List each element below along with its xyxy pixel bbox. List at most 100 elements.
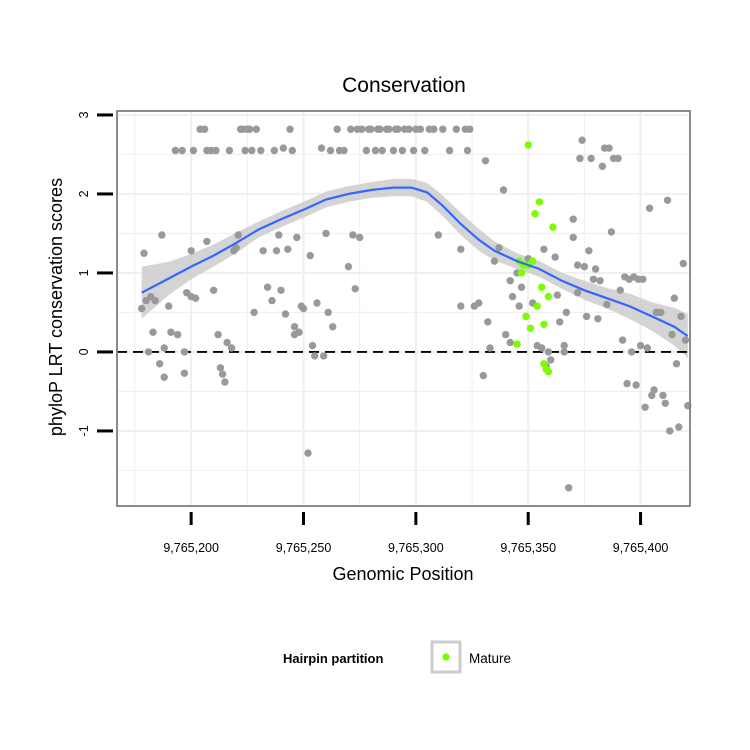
other-point	[416, 125, 425, 133]
other-point	[171, 146, 180, 155]
other-point	[268, 296, 276, 305]
mature-point	[517, 269, 526, 277]
mature-point	[524, 141, 532, 149]
other-point	[227, 344, 236, 352]
other-point	[398, 146, 407, 155]
other-point	[286, 125, 294, 133]
other-point	[299, 304, 308, 313]
other-point	[439, 125, 447, 133]
other-point	[679, 259, 687, 268]
other-point	[623, 379, 631, 388]
mature-point	[549, 223, 557, 231]
other-point	[666, 427, 674, 435]
confidence-band	[141, 178, 688, 359]
other-point	[351, 285, 359, 293]
x-tick-label: 9,765,300	[388, 541, 444, 555]
mature-point	[544, 292, 553, 301]
other-point	[639, 275, 647, 283]
other-point	[560, 348, 568, 356]
y-tick-label: 2	[77, 190, 91, 197]
other-point	[605, 144, 613, 152]
other-point	[362, 146, 371, 155]
other-point	[367, 125, 375, 133]
other-point	[544, 348, 553, 356]
other-point	[627, 348, 636, 356]
plot-panel-border	[116, 110, 691, 507]
other-point	[463, 146, 472, 155]
other-point	[200, 125, 209, 133]
other-point	[290, 323, 299, 331]
other-point	[245, 125, 254, 133]
other-point	[389, 146, 398, 155]
other-point	[378, 146, 386, 155]
other-point	[165, 302, 173, 310]
other-point	[632, 381, 640, 389]
other-point	[573, 289, 582, 297]
other-point	[144, 348, 153, 356]
other-point	[212, 146, 220, 155]
other-point	[569, 233, 577, 242]
other-point	[582, 312, 591, 321]
other-point	[160, 344, 168, 352]
other-point	[594, 315, 602, 323]
other-point	[311, 352, 319, 360]
other-point	[657, 308, 665, 317]
other-point	[508, 292, 517, 301]
other-point	[221, 378, 229, 386]
mature-point	[529, 257, 537, 265]
legend-key-mature-marker	[442, 653, 450, 661]
x-axis-ticks: 9,765,200 9,765,250 9,765,300 9,765,350 9,76…	[163, 512, 668, 555]
other-point	[322, 229, 330, 238]
other-point	[376, 125, 384, 133]
other-point	[481, 157, 490, 165]
other-point	[394, 125, 402, 133]
other-point	[589, 275, 598, 283]
other-point	[263, 283, 272, 291]
x-tick-label: 9,765,350	[500, 541, 556, 555]
other-point	[340, 146, 348, 155]
other-point	[281, 310, 290, 318]
other-point	[562, 308, 571, 317]
confidence-band-layer	[141, 178, 688, 359]
other-point	[250, 308, 258, 317]
other-point	[643, 344, 651, 352]
other-point	[385, 125, 393, 133]
other-point	[295, 328, 303, 336]
y-axis-ticks: 3 2 1 0 -1	[77, 111, 113, 436]
other-point	[356, 233, 364, 242]
other-point	[576, 154, 584, 163]
other-point	[317, 144, 326, 152]
other-point	[668, 330, 676, 339]
mature-point	[544, 368, 553, 376]
other-point	[585, 247, 593, 255]
legend-key-box	[430, 640, 462, 674]
other-point	[603, 300, 611, 309]
other-point	[358, 125, 366, 133]
mature-point	[526, 324, 535, 332]
other-point	[578, 136, 586, 144]
other-point	[517, 283, 526, 291]
other-point	[547, 356, 555, 364]
other-point	[306, 251, 314, 260]
other-point	[293, 233, 301, 242]
other-point	[466, 125, 474, 133]
other-point	[515, 302, 523, 310]
other-point	[214, 330, 222, 339]
other-point	[326, 146, 335, 155]
x-tick-label: 9,765,250	[276, 541, 332, 555]
other-point	[457, 245, 465, 253]
other-point	[216, 364, 225, 372]
other-point	[457, 302, 465, 310]
other-point	[677, 312, 685, 321]
grid	[117, 111, 690, 506]
other-point	[272, 247, 281, 255]
other-point	[553, 291, 562, 299]
other-point	[499, 186, 508, 194]
other-point	[218, 370, 227, 378]
mature-point	[535, 198, 544, 206]
mature-point	[531, 210, 539, 218]
other-point	[180, 369, 189, 377]
other-point	[596, 277, 604, 285]
other-point	[209, 286, 218, 294]
